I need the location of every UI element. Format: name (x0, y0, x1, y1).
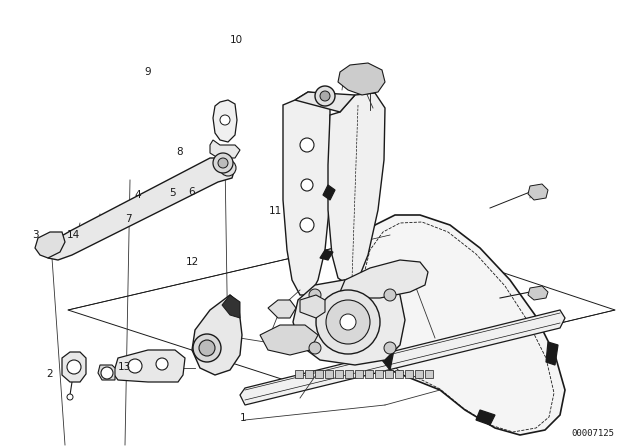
Polygon shape (415, 370, 423, 378)
Circle shape (218, 158, 228, 168)
Polygon shape (328, 93, 385, 285)
Circle shape (67, 360, 81, 374)
Circle shape (213, 153, 233, 173)
Polygon shape (98, 365, 115, 380)
Circle shape (128, 359, 142, 373)
Text: 5: 5 (170, 188, 176, 198)
Polygon shape (315, 370, 323, 378)
Polygon shape (546, 342, 558, 365)
Text: 4: 4 (134, 190, 141, 200)
Circle shape (309, 289, 321, 301)
Circle shape (320, 91, 330, 101)
Polygon shape (323, 185, 335, 200)
Polygon shape (365, 370, 373, 378)
Circle shape (220, 115, 230, 125)
Polygon shape (378, 340, 395, 370)
Circle shape (67, 394, 73, 400)
Circle shape (316, 290, 380, 354)
Polygon shape (528, 286, 548, 300)
Polygon shape (62, 352, 86, 382)
Text: 2: 2 (47, 369, 53, 379)
Polygon shape (352, 215, 565, 435)
Circle shape (156, 358, 168, 370)
Polygon shape (210, 140, 240, 158)
Polygon shape (295, 92, 355, 112)
Circle shape (315, 86, 335, 106)
Circle shape (193, 334, 221, 362)
Circle shape (220, 160, 236, 176)
Polygon shape (283, 92, 330, 295)
Polygon shape (385, 370, 393, 378)
Circle shape (101, 367, 113, 379)
Polygon shape (295, 370, 303, 378)
Polygon shape (48, 158, 235, 260)
Text: 8: 8 (176, 147, 182, 157)
Polygon shape (213, 100, 237, 142)
Polygon shape (345, 370, 353, 378)
Polygon shape (395, 370, 403, 378)
Polygon shape (405, 370, 413, 378)
Text: 12: 12 (186, 257, 198, 267)
Text: 14: 14 (67, 230, 80, 240)
Circle shape (340, 314, 356, 330)
Circle shape (300, 218, 314, 232)
Polygon shape (375, 370, 383, 378)
Circle shape (199, 340, 215, 356)
Polygon shape (35, 232, 65, 258)
Circle shape (326, 300, 370, 344)
Polygon shape (112, 350, 185, 382)
Polygon shape (293, 278, 405, 365)
Polygon shape (335, 370, 343, 378)
Polygon shape (355, 370, 363, 378)
Text: 11: 11 (269, 206, 282, 215)
Circle shape (300, 138, 314, 152)
Polygon shape (476, 410, 495, 425)
Text: 13: 13 (118, 362, 131, 372)
Text: 7: 7 (125, 214, 131, 224)
Polygon shape (240, 310, 565, 405)
Polygon shape (305, 370, 313, 378)
Polygon shape (340, 260, 428, 298)
Circle shape (309, 342, 321, 354)
Polygon shape (192, 295, 242, 375)
Polygon shape (325, 370, 333, 378)
Polygon shape (425, 370, 433, 378)
Text: 10: 10 (230, 35, 243, 45)
Polygon shape (68, 235, 615, 385)
Text: 1: 1 (240, 413, 246, 422)
Polygon shape (338, 63, 385, 95)
Polygon shape (300, 295, 325, 318)
Text: 6: 6 (189, 187, 195, 197)
Circle shape (301, 179, 313, 191)
Circle shape (384, 342, 396, 354)
Text: 3: 3 (32, 230, 38, 240)
Polygon shape (260, 325, 318, 355)
Text: 00007125: 00007125 (572, 429, 614, 438)
Polygon shape (320, 250, 333, 260)
Text: 9: 9 (144, 67, 150, 77)
Polygon shape (222, 295, 240, 318)
Polygon shape (528, 184, 548, 200)
Polygon shape (268, 300, 296, 318)
Circle shape (384, 289, 396, 301)
